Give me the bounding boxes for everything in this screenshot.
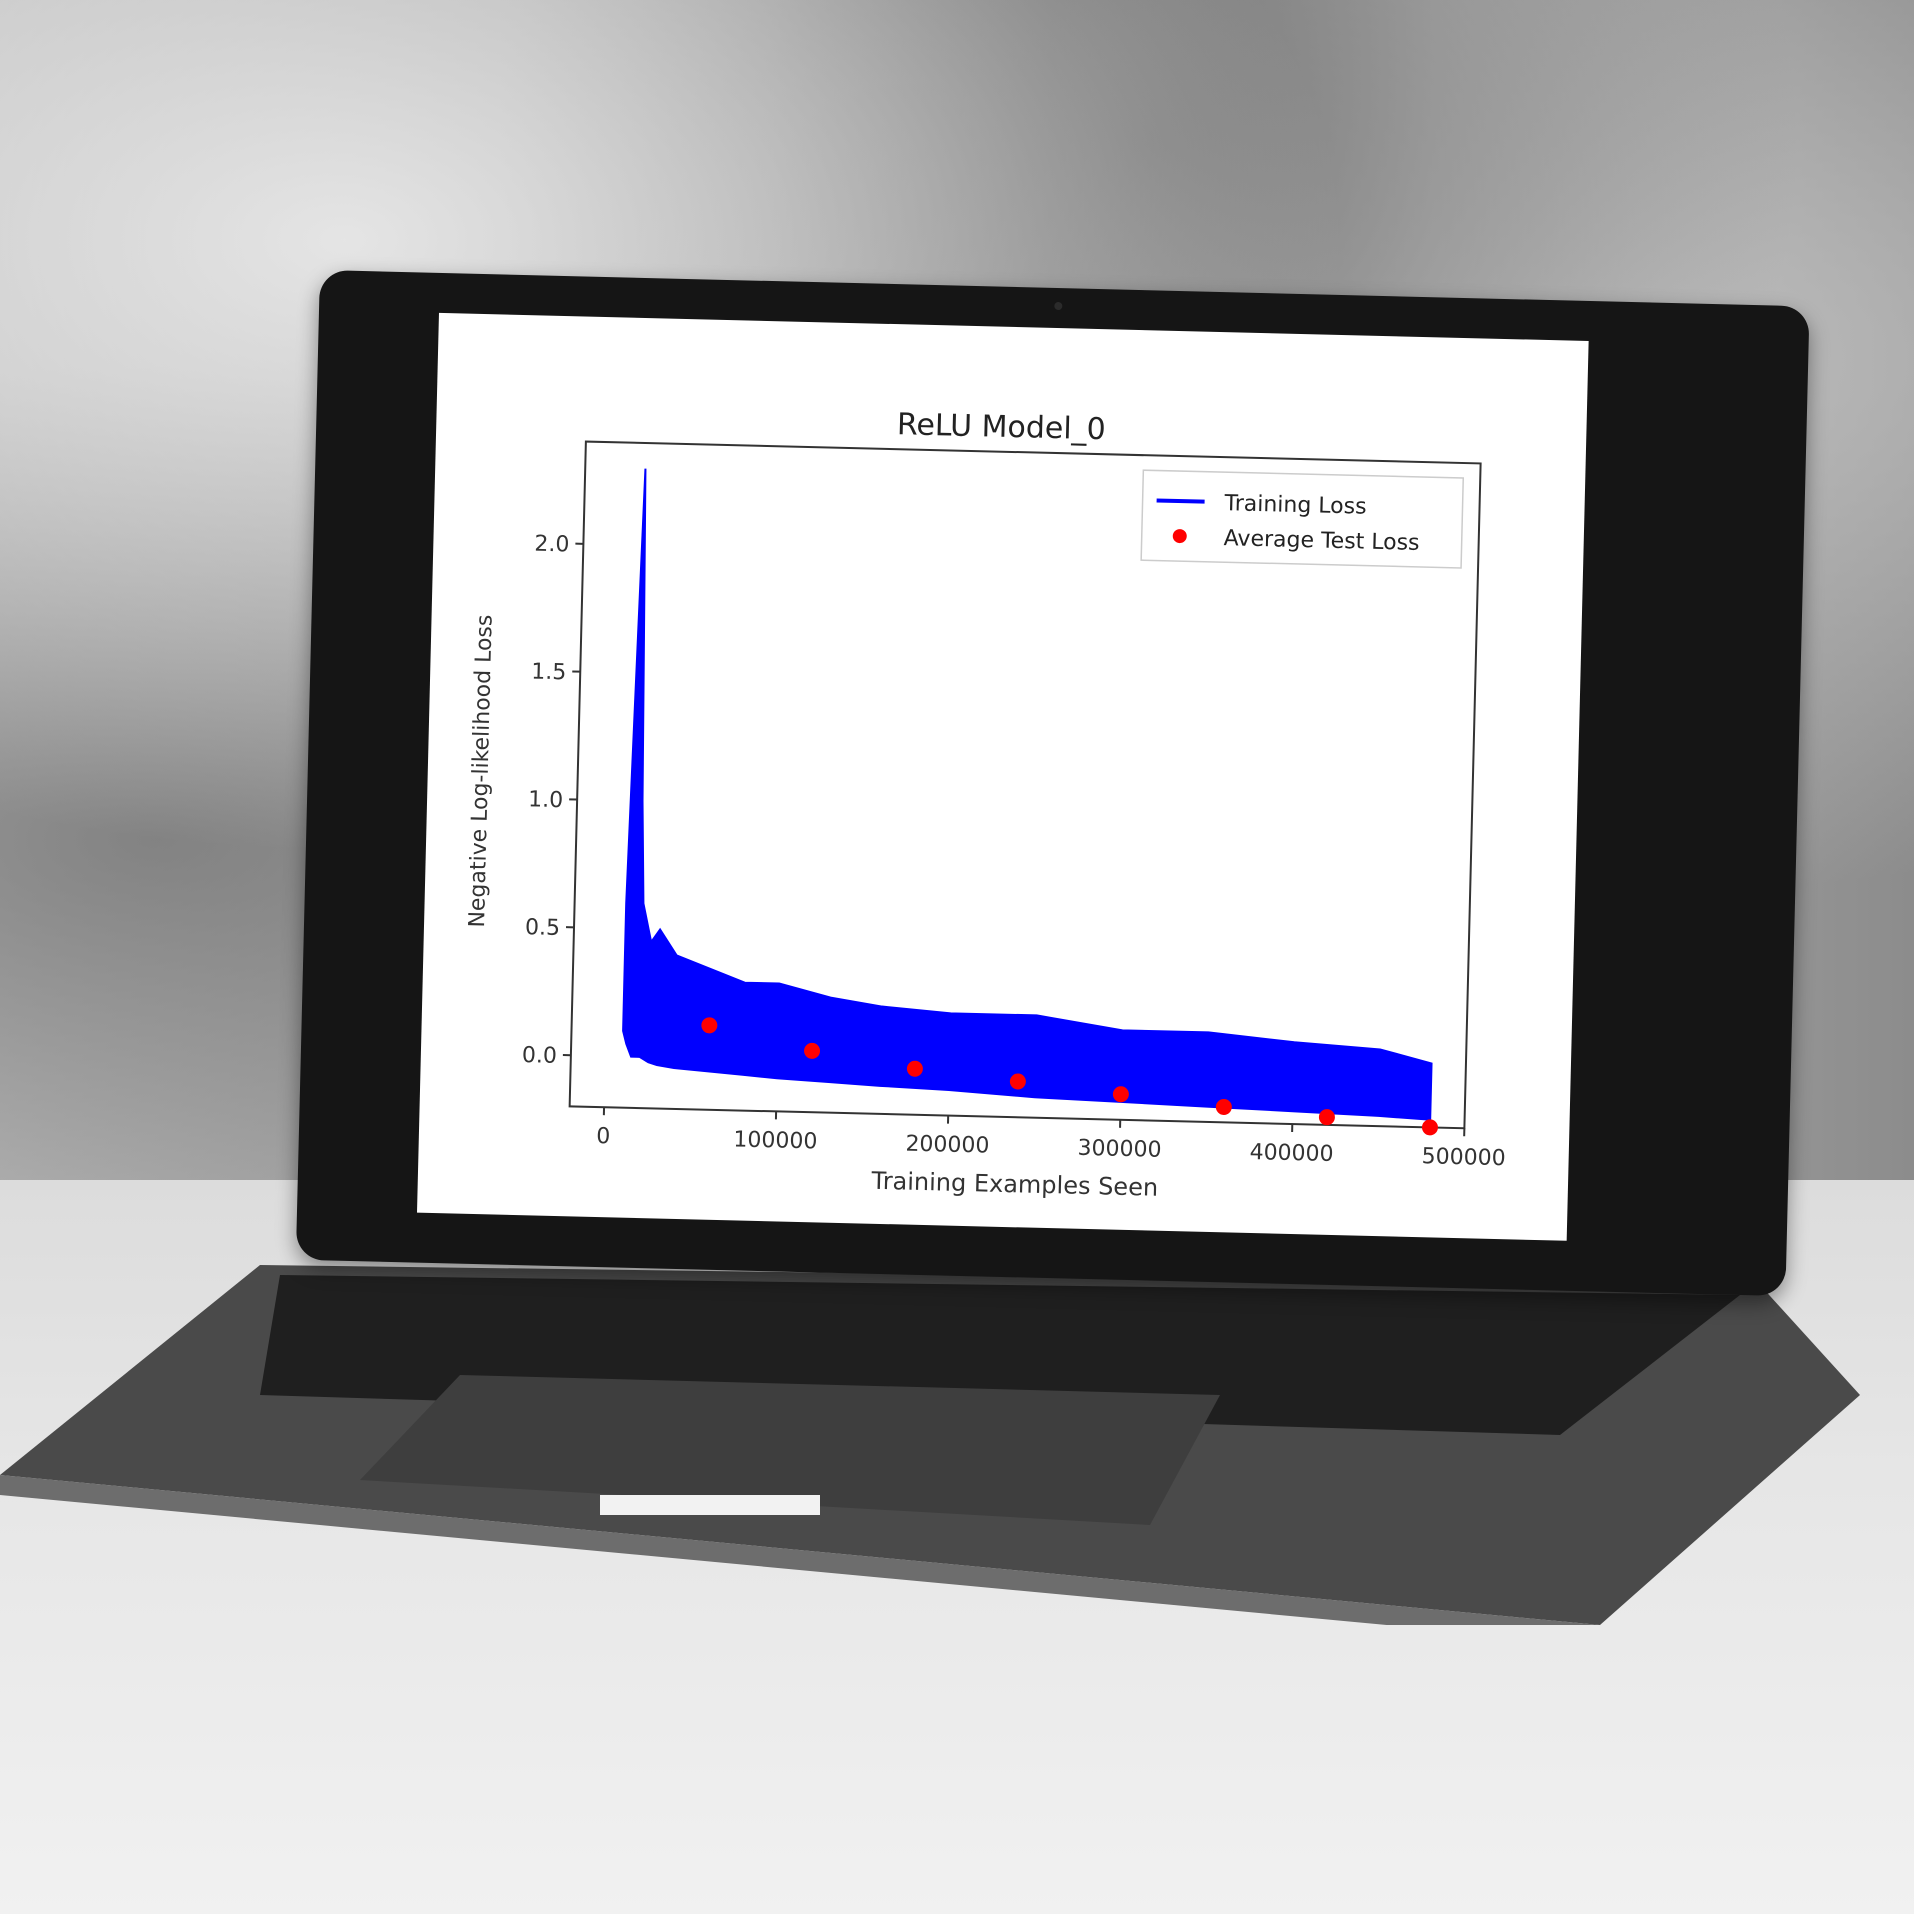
legend-box bbox=[1140, 469, 1465, 569]
legend: Training Loss Average Test Loss bbox=[1140, 469, 1465, 569]
y-tick-label: 2.0 bbox=[534, 532, 570, 558]
legend-training-loss-label: Training Loss bbox=[1223, 491, 1367, 519]
y-axis-label: Negative Log-likelihood Loss bbox=[465, 614, 498, 928]
legend-training-loss-swatch bbox=[1156, 498, 1205, 504]
laptop-screen-lid: ReLU Model_0 0 100000 200000 300000 400000 50… bbox=[295, 270, 1810, 1297]
x-tick-label: 300000 bbox=[1077, 1136, 1162, 1163]
x-tick-label: 400000 bbox=[1249, 1140, 1334, 1167]
x-tick-label: 0 bbox=[596, 1124, 611, 1149]
test-loss-point bbox=[1421, 1119, 1438, 1136]
chart-title: ReLU Model_0 bbox=[897, 407, 1107, 447]
y-tick-label: 0.0 bbox=[522, 1043, 558, 1069]
camera-icon bbox=[1054, 301, 1063, 311]
laptop-notch bbox=[600, 1495, 820, 1515]
trackpad bbox=[360, 1375, 1220, 1525]
x-tick-label: 100000 bbox=[733, 1127, 818, 1154]
test-loss-point bbox=[1112, 1086, 1129, 1103]
y-tick-label: 0.5 bbox=[525, 915, 561, 941]
x-tick-label: 200000 bbox=[905, 1132, 990, 1159]
test-loss-point bbox=[701, 1017, 718, 1034]
legend-test-loss-swatch bbox=[1172, 529, 1187, 544]
test-loss-point bbox=[906, 1060, 923, 1077]
y-tick-label: 1.5 bbox=[531, 659, 567, 685]
laptop-base bbox=[0, 1225, 1914, 1625]
plot-area bbox=[622, 468, 1438, 1136]
laptop-front-edge bbox=[0, 1475, 1600, 1625]
plot-frame bbox=[568, 440, 1482, 1130]
test-loss-point bbox=[1318, 1109, 1335, 1126]
laptop-display: ReLU Model_0 0 100000 200000 300000 400000 50… bbox=[416, 312, 1589, 1241]
test-loss-point bbox=[1215, 1098, 1232, 1115]
x-axis-label: Training Examples Seen bbox=[870, 1167, 1158, 1202]
legend-test-loss-label: Average Test Loss bbox=[1223, 526, 1419, 556]
training-loss-line bbox=[622, 468, 1433, 1121]
x-tick-label: 500000 bbox=[1421, 1144, 1506, 1171]
test-loss-point bbox=[1009, 1073, 1026, 1090]
y-tick-label: 1.0 bbox=[528, 787, 564, 813]
loss-chart: ReLU Model_0 0 100000 200000 300000 400000 50… bbox=[465, 407, 1506, 1202]
axes: 0 100000 200000 300000 400000 500000 0.0 0.5 1.0… bbox=[522, 532, 1506, 1172]
test-loss-point bbox=[804, 1042, 821, 1059]
